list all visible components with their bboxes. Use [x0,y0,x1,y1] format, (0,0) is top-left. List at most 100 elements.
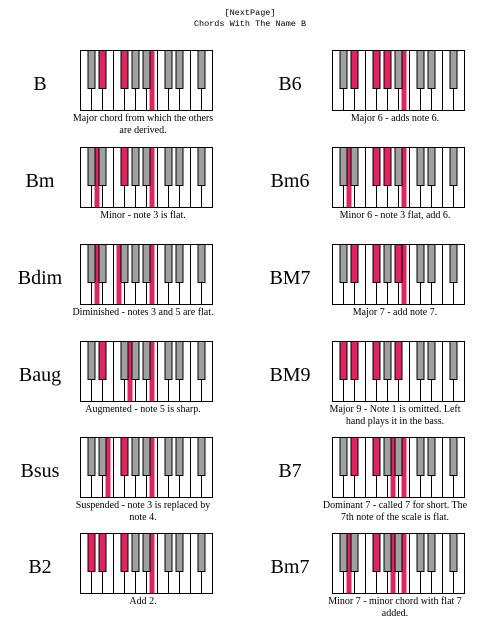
chord-name: Bm7 [270,556,310,578]
keyboard-diagram [332,341,465,402]
keyboard-svg [80,341,213,402]
black-key [383,437,392,476]
keyboard-svg [332,244,465,305]
black-key [98,341,107,380]
highlight-mark [401,89,407,110]
highlight-mark [390,534,396,572]
black-key [449,533,458,572]
highlight-mark [401,51,407,89]
black-key [394,533,403,572]
black-key [339,341,348,380]
chord-name: B6 [278,73,302,95]
chord-description: Add 2. [129,596,157,607]
black-key [427,244,436,283]
chord-name: Baug [18,364,62,386]
keyboard-svg [80,437,213,498]
highlight-mark [149,342,155,380]
black-key [98,50,107,89]
chord-description: Augmented - note 5 is sharp. [85,404,201,415]
black-key [394,244,403,283]
black-key [120,244,129,283]
next-page-link[interactable]: [NextPage] [224,8,276,18]
black-key [87,533,96,572]
chord-name: B [33,73,47,95]
keyboard-diagram [80,437,213,498]
highlight-mark [149,245,155,283]
chord-name: Bsus [20,460,60,482]
black-key [449,341,458,380]
black-key [372,50,381,89]
highlight-mark [346,572,352,593]
highlight-mark [127,342,133,380]
highlight-mark [149,51,155,89]
chord-name: Bdim [17,267,63,289]
highlight-mark [149,438,155,476]
chord-entry: B2 Add 2. [0,533,250,633]
black-key [120,533,129,572]
highlight-mark [390,438,396,476]
chord-name: Bm6 [270,170,310,192]
highlight-mark [401,148,407,186]
black-key [427,437,436,476]
chord-entry: Baug Augmented - note 5 is sharp. [0,341,250,441]
highlight-mark [390,476,396,497]
highlight-mark [94,283,100,304]
highlight-mark [149,476,155,497]
chord-description: Major 7 - add note 7. [352,307,438,318]
keyboard-svg [80,533,213,594]
black-key [372,533,381,572]
keyboard-diagram [332,50,465,111]
black-key [383,341,392,380]
black-key [142,533,151,572]
keyboard-svg [332,533,465,594]
black-key [120,147,129,186]
chord-name: B2 [28,556,52,578]
chord-name: BM9 [269,364,311,386]
black-key [164,533,173,572]
highlight-mark [149,380,155,401]
black-key [142,50,151,89]
black-key [164,341,173,380]
keyboard-diagram [332,147,465,208]
black-key [175,147,184,186]
keyboard-svg [80,244,213,305]
keyboard-diagram [80,341,213,402]
black-key [87,50,96,89]
highlight-mark [127,380,133,401]
chord-description: Diminished - notes 3 and 5 are flat. [72,307,214,318]
keyboard-svg [332,341,465,402]
black-key [142,244,151,283]
black-key [98,147,107,186]
black-key [142,341,151,380]
black-key [427,341,436,380]
keyboard-diagram [80,533,213,594]
black-key [164,50,173,89]
highlight-mark [149,89,155,110]
black-key [394,147,403,186]
black-key [416,437,425,476]
black-key [427,147,436,186]
chord-name: Bm [25,170,55,192]
black-key [87,244,96,283]
black-key [427,50,436,89]
chord-description: Major 9 - Note 1 is omitted. Left hand p… [329,404,461,427]
black-key [383,50,392,89]
black-key [449,147,458,186]
black-key [416,50,425,89]
black-key [339,147,348,186]
highlight-mark [346,534,352,572]
chord-description: Minor 7 - minor chord with flat 7 added. [328,596,462,619]
black-key [120,50,129,89]
black-key [197,341,206,380]
black-key [175,50,184,89]
highlight-mark [401,438,407,476]
page-header: [NextPage] Chords With The Name B [0,8,500,30]
chord-entry: BM9 Major 9 - Note 1 is omitted. Left han… [250,341,500,441]
chord-description: Suspended - note 3 is replaced by note 4… [75,500,211,523]
keyboard-diagram [80,50,213,111]
black-key [164,437,173,476]
highlight-mark [401,476,407,497]
black-key [416,147,425,186]
chord-entry: B7 Dominant 7 - called 7 for short. The 7… [250,437,500,537]
highlight-mark [94,186,100,207]
